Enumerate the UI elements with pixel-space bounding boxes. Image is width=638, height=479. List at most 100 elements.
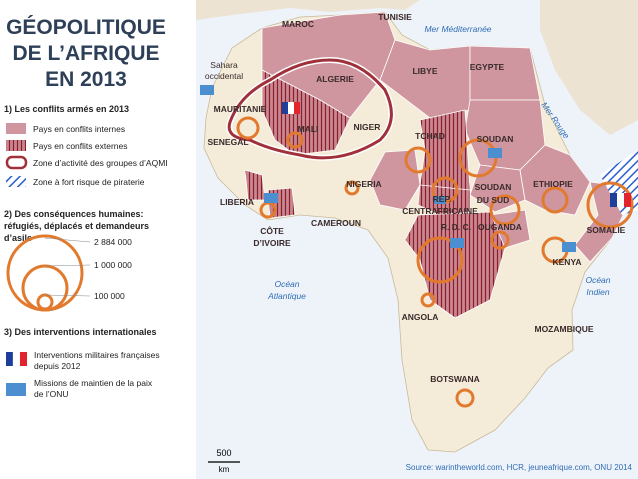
shape — [20, 352, 27, 366]
refugee-ring — [404, 146, 432, 174]
shape — [282, 102, 288, 114]
map-label: MOZAMBIQUE — [534, 324, 593, 334]
shape — [294, 102, 300, 114]
map-label: R. D. C. — [441, 222, 471, 232]
legend-heading: réfugiés, déplacés et demandeurs — [4, 221, 149, 231]
land — [196, 0, 420, 20]
map-label: CAMEROUN — [311, 218, 361, 228]
legend-item: Zone à fort risque de piraterie — [33, 177, 145, 187]
title: EN 2013 — [45, 68, 127, 91]
legend-item: Zone d’activité des groupes d’AQMI — [33, 158, 168, 168]
map-label: Océan — [585, 275, 610, 285]
land — [540, 0, 638, 135]
size-label: 100 000 — [94, 291, 125, 301]
legend-swatch — [6, 176, 26, 187]
map-label: LIBERIA — [220, 197, 254, 207]
french-flag — [282, 102, 300, 114]
map-label: D’IVOIRE — [253, 238, 291, 248]
map-label: occidental — [205, 71, 243, 81]
refugee-ring — [286, 131, 304, 149]
refugee-ring — [586, 181, 634, 229]
map-label: RÉP. — [433, 194, 452, 204]
map-label: TUNISIE — [378, 12, 412, 22]
legend-item: Pays en conflits externes — [33, 141, 128, 151]
shape — [610, 193, 617, 207]
map-label: ALGERIE — [316, 74, 354, 84]
refugee-ring — [490, 230, 510, 250]
legend-heading: d’asile — [4, 233, 32, 243]
map-label: MALI — [298, 124, 319, 134]
mali-zone — [261, 69, 351, 156]
map-label: CENTRAFRICAINE — [402, 206, 478, 216]
refugee-ring — [455, 388, 475, 408]
group: MAROC TUNISIE Sahara occidental ALGERIE … — [205, 12, 626, 384]
shape — [288, 102, 294, 114]
map-label: LIBYE — [412, 66, 437, 76]
un-icon — [450, 238, 464, 248]
legend-swatch — [6, 123, 26, 134]
un-icon — [562, 242, 576, 252]
map-label: SOMALIE — [587, 225, 626, 235]
size-label: 1 000 000 — [94, 260, 132, 270]
un-icon — [488, 148, 502, 158]
french-flag — [6, 351, 27, 367]
map-label: KENYA — [553, 257, 582, 267]
group — [244, 69, 506, 319]
drc-zone — [404, 211, 506, 319]
legend-item: depuis 2012 — [34, 361, 81, 371]
un-icon — [6, 383, 26, 396]
refugee-ring — [344, 180, 360, 196]
map-label: SOUDAN — [477, 134, 514, 144]
group — [261, 11, 637, 263]
map-label: ANGOLA — [402, 312, 439, 322]
map-label: NIGER — [354, 122, 381, 132]
un-icon — [434, 196, 446, 204]
group — [236, 116, 634, 408]
map-label: Mer Méditerranée — [424, 24, 491, 34]
map-label: TCHAD — [415, 131, 445, 141]
shape — [624, 193, 631, 207]
aqmi-zone — [227, 58, 393, 160]
legend-heading: 3) Des interventions internationales — [4, 327, 157, 337]
legend-item: Interventions militaires françaises — [34, 350, 160, 360]
title: DE L’AFRIQUE — [12, 42, 159, 65]
scale-value: 500 — [216, 448, 231, 458]
legend-item: Missions de maintien de la paix — [34, 378, 153, 388]
map-label: Atlantique — [267, 291, 306, 301]
legend-item: de l’ONU — [34, 389, 68, 399]
map-label: EGYPTE — [470, 62, 505, 72]
south-sudan-zone — [469, 164, 526, 213]
legend-heading: 2) Des conséquences humaines: — [4, 209, 144, 219]
shape — [12, 351, 21, 367]
map-label: SOUDAN — [475, 182, 512, 192]
map-label: MAROC — [282, 19, 314, 29]
map-label: ETHIOPIE — [533, 179, 573, 189]
un-icon — [264, 193, 278, 203]
map-label: Sahara — [210, 60, 238, 70]
refugee-ring — [489, 194, 521, 226]
source: Source: warintheworld.com, HCR, jeuneafr… — [406, 463, 633, 472]
map-label: NIGERIA — [346, 179, 381, 189]
scale-unit: km — [219, 465, 230, 474]
shape — [6, 352, 13, 366]
map-label: MAURITANIE — [214, 104, 267, 114]
refugee-ring — [420, 292, 436, 308]
group — [200, 85, 576, 252]
refugee-ring — [236, 116, 260, 140]
legend-swatch — [6, 140, 26, 151]
map-label: OUGANDA — [478, 222, 522, 232]
leader — [44, 237, 91, 243]
leader — [44, 294, 91, 297]
french-flag — [610, 193, 631, 207]
size-label: 2 884 000 — [94, 237, 132, 247]
map-label: SENEGAL — [207, 137, 248, 147]
map-label: Indien — [586, 287, 609, 297]
legend-swatch — [5, 155, 28, 170]
map-label: DU SUD — [477, 195, 510, 205]
map-label: BOTSWANA — [430, 374, 480, 384]
egypt-zone — [469, 45, 541, 101]
refugee-ring — [416, 236, 464, 284]
title: GÉOPOLITIQUE — [6, 16, 166, 39]
legend-heading: 1) Les conflits armés en 2013 — [4, 104, 129, 114]
